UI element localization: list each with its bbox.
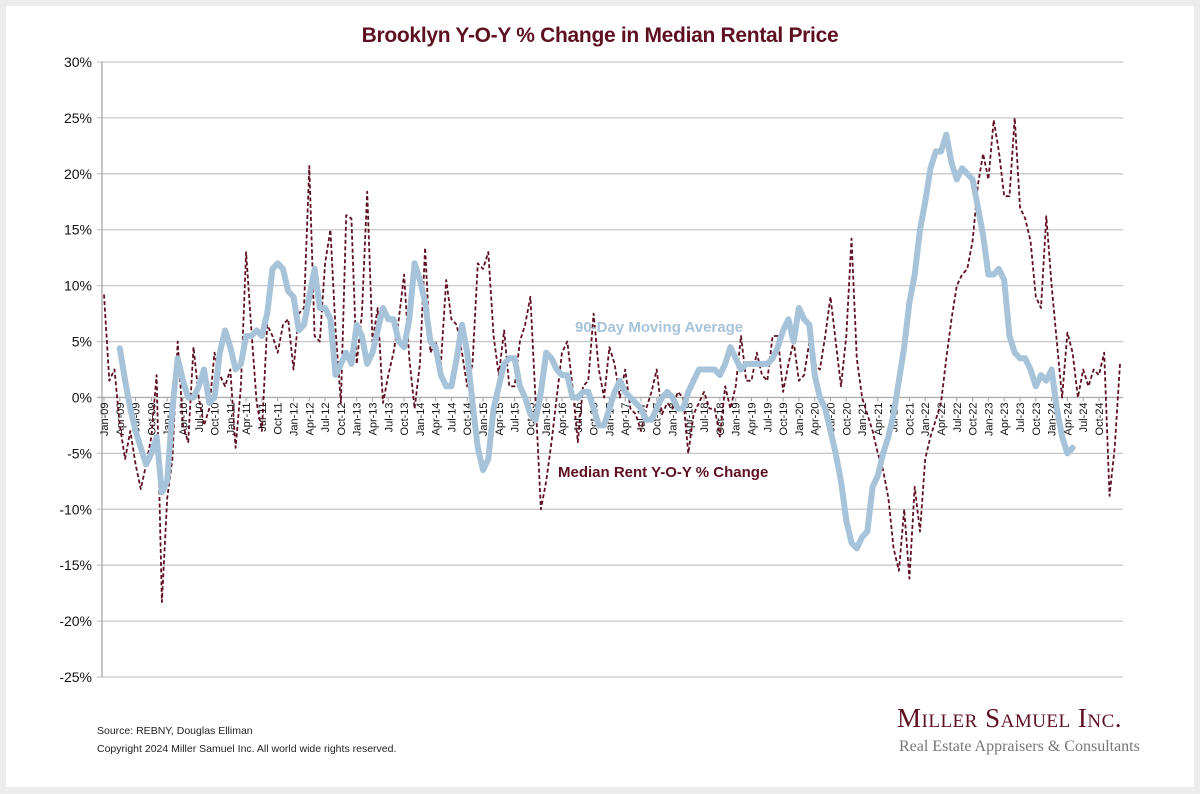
x-tick-label: Apr-20 [810, 402, 822, 435]
x-tick-label: Jan-20 [794, 402, 806, 436]
x-tick-label: Oct-11 [273, 402, 285, 434]
x-tick-label: Oct-20 [841, 402, 853, 435]
x-tick-label: Oct-19 [778, 402, 790, 435]
x-tick-label: Oct-10 [210, 402, 222, 435]
x-tick-label: Oct-21 [904, 402, 916, 435]
x-tick-label: Jul-23 [1015, 402, 1027, 432]
x-tick-label: Jul-14 [446, 402, 458, 432]
x-tick-label: Jul-24 [1078, 402, 1090, 432]
y-tick-label: 25% [64, 110, 92, 126]
x-tick-label: Jan-11 [225, 402, 237, 435]
x-tick-label: Apr-16 [557, 402, 569, 435]
x-tick-label: Jul-22 [952, 402, 964, 432]
x-tick-label: Apr-23 [999, 402, 1011, 435]
y-tick-label: -5% [67, 445, 92, 461]
x-tick-label: Jan-15 [478, 402, 490, 436]
x-tick-label: Apr-22 [936, 402, 948, 435]
x-tick-label: Oct-22 [968, 402, 980, 435]
x-tick-label: Jan-12 [289, 402, 301, 436]
x-tick-label: Jan-23 [983, 402, 995, 436]
x-tick-label: Apr-24 [1062, 402, 1074, 435]
series-moving-average [116, 131, 1076, 552]
x-tick-label: Oct-12 [336, 402, 348, 435]
x-tick-label: Oct-23 [1031, 402, 1043, 435]
series-annotations: 90-Day Moving Average Median Rent Y-O-Y … [558, 319, 768, 481]
x-tick-label: Jan-19 [731, 402, 743, 436]
x-tick-label: Apr-17 [620, 402, 632, 435]
y-tick-label: -20% [59, 613, 92, 629]
x-tick-label: Jan-16 [541, 402, 553, 436]
x-axis-ticks: Jan-09 Apr-09 Jul-09 Oct-09 Jan-10 Apr-10 Jul-… [99, 397, 1106, 436]
x-tick-label: Apr-12 [304, 402, 316, 435]
y-tick-label: 30% [64, 54, 92, 70]
x-tick-label: Apr-14 [431, 402, 443, 435]
y-tick-label: 5% [72, 334, 92, 350]
x-tick-label: Jul-18 [699, 402, 711, 432]
x-tick-label: Oct-13 [399, 402, 411, 435]
line-moving-average [116, 131, 1076, 552]
x-tick-label: Jan-14 [415, 402, 427, 436]
x-tick-label: Jul-13 [383, 402, 395, 432]
y-tick-label: -10% [59, 501, 92, 517]
x-tick-label: Jul-10 [194, 402, 206, 432]
annotation-median-rent: Median Rent Y-O-Y % Change [558, 464, 768, 481]
y-tick-label: 20% [64, 166, 92, 182]
y-tick-label: -15% [59, 557, 92, 573]
copyright-note: Copyright 2024 Miller Samuel Inc. All wo… [97, 743, 397, 755]
y-axis-ticks: -25% -20% -15% -10% -5% 0% 5% 10% 15% 20% 25% 30% [59, 54, 92, 685]
x-tick-label: Apr-15 [494, 402, 506, 435]
gridlines [97, 61, 1123, 678]
x-tick-label: Jan-22 [920, 402, 932, 436]
x-tick-label: Jan-09 [99, 402, 111, 436]
logo-company-name: Miller Samuel Inc. [897, 703, 1123, 733]
line-median-rent [103, 117, 1121, 603]
x-tick-label: Apr-13 [367, 402, 379, 435]
x-tick-label: Apr-19 [747, 402, 759, 435]
x-tick-label: Jan-13 [352, 402, 364, 436]
y-tick-label: -25% [59, 669, 92, 685]
x-tick-label: Apr-11 [241, 402, 253, 434]
x-tick-label: Apr-21 [873, 402, 885, 435]
series-median-rent [103, 117, 1121, 603]
y-tick-label: 0% [72, 389, 92, 405]
x-tick-label: Jan-21 [857, 402, 869, 436]
x-tick-label: Jul-15 [510, 402, 522, 432]
y-tick-label: 10% [64, 278, 92, 294]
x-tick-label: Jul-12 [320, 402, 332, 432]
chart-title: Brooklyn Y-O-Y % Change in Median Rental… [361, 24, 839, 47]
logo-tagline: Real Estate Appraisers & Consultants [899, 738, 1140, 755]
source-note: Source: REBNY, Douglas Elliman [97, 725, 253, 737]
x-tick-label: Oct-24 [1094, 402, 1106, 435]
y-tick-label: 15% [64, 222, 92, 238]
x-tick-label: Apr-10 [178, 402, 190, 435]
x-tick-label: Jul-19 [762, 402, 774, 432]
annotation-moving-average: 90-Day Moving Average [575, 319, 743, 336]
